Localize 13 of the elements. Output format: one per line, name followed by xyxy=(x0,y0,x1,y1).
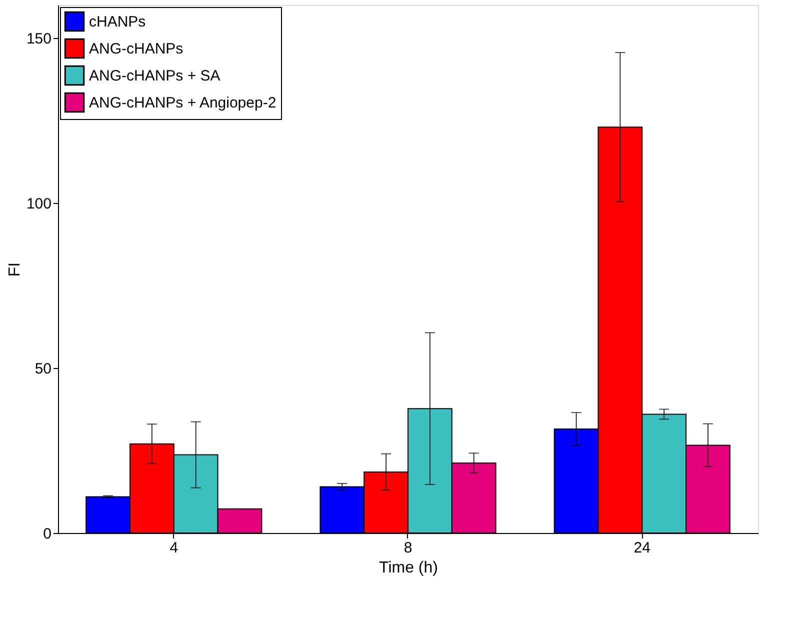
y-tick-label: 150 xyxy=(26,30,52,48)
x-axis-title: Time (h) xyxy=(379,560,438,576)
legend-label: ANG-cHANPs + SA xyxy=(89,68,220,84)
x-tick-label: 8 xyxy=(404,540,412,556)
y-tick-label: 100 xyxy=(26,196,52,212)
y-tick-label: 50 xyxy=(34,360,52,378)
legend-label: ANG-cHANPs + Angiopep-2 xyxy=(89,94,276,112)
x-tick-label: 4 xyxy=(170,540,178,556)
y-tick-label: 0 xyxy=(43,526,52,542)
y-axis-title: FI xyxy=(6,262,24,277)
legend-label: ANG-cHANPs xyxy=(89,40,184,58)
x-tick-label: 24 xyxy=(634,540,650,556)
legend-label: cHANPs xyxy=(89,14,146,30)
